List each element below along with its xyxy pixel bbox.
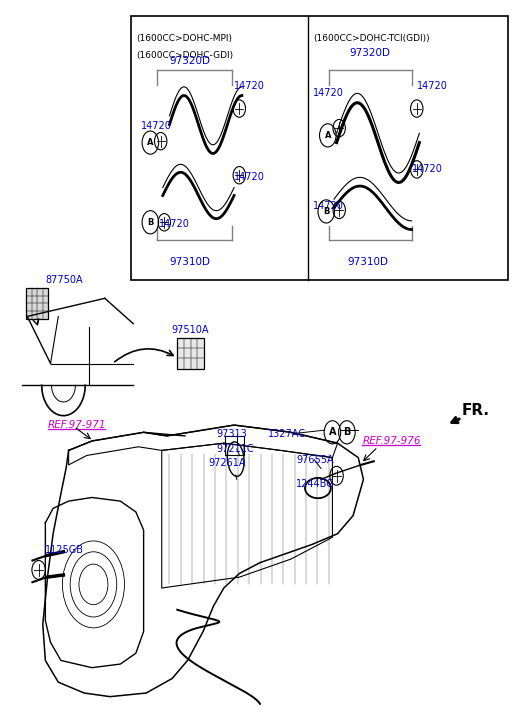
Text: 97320D: 97320D: [170, 56, 211, 65]
Text: A: A: [324, 131, 331, 140]
Text: 14720: 14720: [412, 164, 443, 174]
Text: 1244BG: 1244BG: [296, 479, 335, 489]
Text: 14720: 14720: [141, 121, 172, 131]
Text: 97510A: 97510A: [172, 324, 209, 334]
Text: 97261A: 97261A: [209, 459, 246, 468]
Text: 1327AC: 1327AC: [268, 429, 306, 439]
Text: 97211C: 97211C: [216, 444, 254, 454]
Text: 97655A: 97655A: [296, 455, 334, 465]
Text: 87750A: 87750A: [45, 276, 83, 285]
Text: REF.97-976: REF.97-976: [362, 436, 421, 446]
Text: B: B: [343, 427, 350, 438]
Text: 97313: 97313: [216, 429, 247, 439]
Text: A: A: [147, 138, 153, 147]
Text: 97320D: 97320D: [350, 49, 391, 58]
FancyBboxPatch shape: [177, 338, 204, 369]
Text: 97310D: 97310D: [170, 257, 211, 268]
Text: (1600CC>DOHC-MPI): (1600CC>DOHC-MPI): [136, 34, 232, 43]
Text: B: B: [323, 207, 330, 216]
Text: 1125GB: 1125GB: [45, 545, 84, 555]
Text: 14720: 14720: [417, 81, 448, 91]
Text: 14720: 14720: [314, 201, 344, 211]
Text: (1600CC>DOHC-GDI): (1600CC>DOHC-GDI): [136, 51, 233, 60]
Text: FR.: FR.: [462, 403, 490, 418]
Text: B: B: [147, 218, 153, 227]
FancyBboxPatch shape: [26, 288, 48, 318]
Text: 97310D: 97310D: [347, 257, 388, 268]
Text: 14720: 14720: [159, 219, 190, 229]
Text: 14720: 14720: [234, 172, 265, 182]
Text: 14720: 14720: [314, 88, 344, 98]
Text: A: A: [329, 427, 336, 438]
Text: (1600CC>DOHC-TCI(GDI)): (1600CC>DOHC-TCI(GDI)): [314, 34, 430, 43]
Text: REF.97-971: REF.97-971: [48, 420, 107, 430]
Text: 14720: 14720: [234, 81, 265, 91]
